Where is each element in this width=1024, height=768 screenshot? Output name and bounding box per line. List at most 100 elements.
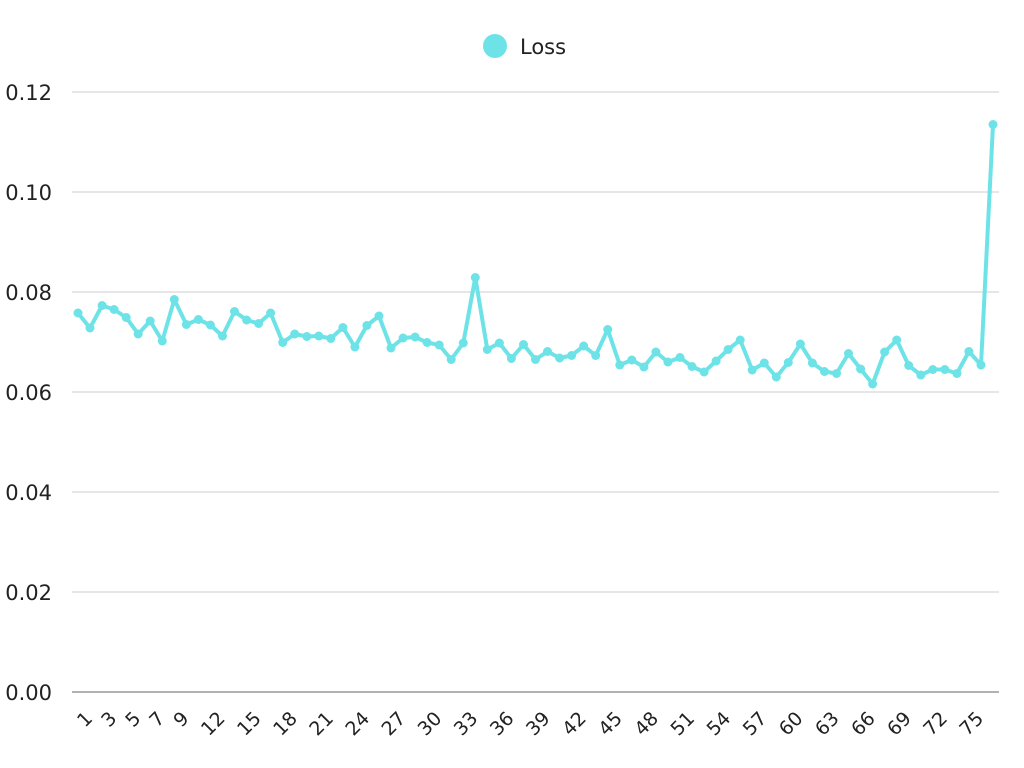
data-point xyxy=(711,356,721,366)
x-tick-label: 51 xyxy=(666,708,699,741)
data-point xyxy=(458,338,468,348)
x-tick-label: 72 xyxy=(919,708,952,741)
y-tick-label: 0.02 xyxy=(5,581,52,605)
data-point xyxy=(555,353,565,363)
data-point xyxy=(615,360,625,370)
data-point xyxy=(169,295,179,304)
data-point xyxy=(651,347,661,357)
y-tick-label: 0.06 xyxy=(5,381,52,405)
data-point xyxy=(687,362,697,371)
x-tick-label: 5 xyxy=(121,708,145,732)
data-point xyxy=(880,347,890,357)
data-point xyxy=(627,355,637,365)
data-point xyxy=(73,308,83,318)
x-tick-label: 45 xyxy=(594,708,627,741)
data-point xyxy=(133,329,143,339)
data-point xyxy=(398,333,408,343)
data-point xyxy=(844,349,853,358)
x-tick-label: 36 xyxy=(486,708,519,741)
data-point xyxy=(819,367,829,376)
data-point xyxy=(759,358,769,368)
data-point xyxy=(976,360,986,370)
x-tick-label: 18 xyxy=(269,708,302,741)
x-tick-label: 24 xyxy=(341,708,374,741)
data-point xyxy=(266,308,276,318)
data-point xyxy=(314,331,324,341)
data-point xyxy=(988,120,998,129)
data-point xyxy=(916,370,926,380)
x-tick-label: 57 xyxy=(739,708,772,741)
data-point xyxy=(374,311,384,321)
x-tick-label: 9 xyxy=(169,708,193,732)
data-point xyxy=(675,353,685,362)
data-point xyxy=(579,341,589,351)
data-point xyxy=(506,354,516,363)
legend-label-loss: Loss xyxy=(520,35,566,59)
data-point xyxy=(494,338,504,348)
x-tick-label: 21 xyxy=(305,708,338,741)
data-point xyxy=(386,343,396,353)
x-tick-label: 60 xyxy=(775,708,808,741)
data-point xyxy=(832,369,841,378)
data-point xyxy=(868,379,878,389)
data-point xyxy=(699,367,709,377)
data-point xyxy=(157,336,167,346)
x-tick-label: 54 xyxy=(703,708,736,741)
data-point xyxy=(446,355,456,364)
y-gridlines xyxy=(72,91,999,593)
data-point xyxy=(964,347,974,356)
y-tick-label: 0.10 xyxy=(5,181,52,205)
data-point xyxy=(591,351,601,360)
data-point xyxy=(470,273,480,282)
data-point xyxy=(434,340,444,350)
data-point xyxy=(193,315,203,324)
x-tick-label: 12 xyxy=(197,708,230,741)
x-axis-tick-labels: 1 3 5 7 9 12 15 18 21 24 27 30 33 36 39 42 45 48 51 54 57 60 6… xyxy=(73,708,988,741)
x-tick-label: 3 xyxy=(97,708,121,732)
data-point xyxy=(904,361,914,370)
data-point xyxy=(723,345,733,354)
y-tick-label: 0.04 xyxy=(5,481,52,505)
data-point xyxy=(928,365,938,374)
x-tick-label: 7 xyxy=(145,708,169,732)
y-tick-label: 0.12 xyxy=(5,81,52,105)
data-point xyxy=(795,339,805,349)
x-tick-label: 39 xyxy=(522,708,555,741)
data-point xyxy=(350,342,360,352)
x-tick-label: 75 xyxy=(955,708,988,741)
data-point xyxy=(302,332,312,341)
legend: Loss xyxy=(483,34,566,59)
data-point xyxy=(639,362,649,372)
data-point xyxy=(181,320,191,329)
data-point xyxy=(519,340,528,349)
data-point xyxy=(326,334,336,343)
x-tick-label: 42 xyxy=(558,708,591,741)
series-line-loss xyxy=(76,122,995,386)
series-loss xyxy=(73,120,998,389)
data-point xyxy=(771,372,781,382)
data-point xyxy=(410,332,420,342)
data-point xyxy=(892,335,902,345)
data-point xyxy=(735,335,745,345)
data-point xyxy=(85,323,95,333)
y-tick-label: 0.08 xyxy=(5,281,52,305)
data-point xyxy=(567,351,577,360)
data-point xyxy=(97,301,107,310)
data-point xyxy=(121,313,131,322)
x-tick-label: 33 xyxy=(450,708,483,741)
data-point xyxy=(362,321,372,330)
data-point xyxy=(230,307,239,316)
data-point xyxy=(218,331,227,341)
legend-swatch-loss xyxy=(483,34,507,58)
x-tick-label: 15 xyxy=(233,708,266,741)
data-point xyxy=(543,347,552,356)
y-axis-tick-labels: 0.00 0.02 0.04 0.06 0.08 0.10 0.12 xyxy=(5,81,52,705)
data-point xyxy=(290,329,300,339)
data-point xyxy=(242,315,252,325)
data-point xyxy=(952,369,962,378)
data-point xyxy=(482,345,492,354)
data-point xyxy=(531,355,540,364)
x-tick-label: 48 xyxy=(630,708,663,741)
data-point xyxy=(422,338,432,347)
